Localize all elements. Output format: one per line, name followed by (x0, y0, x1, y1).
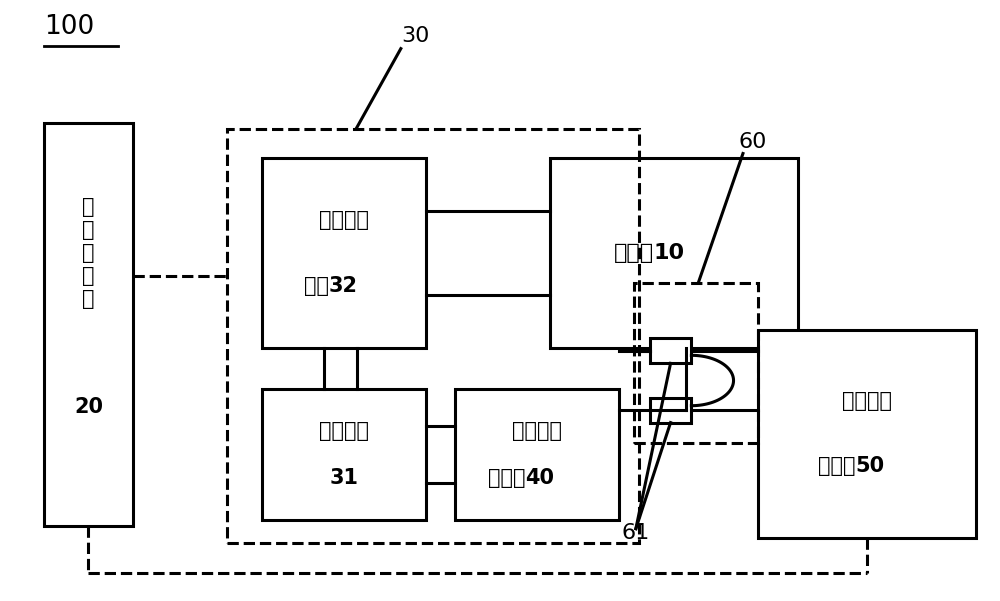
Text: 单元: 单元 (304, 276, 329, 296)
Text: 30: 30 (402, 26, 430, 46)
Text: 理系统: 理系统 (818, 456, 855, 477)
Text: 40: 40 (525, 468, 554, 488)
Text: 60: 60 (739, 132, 767, 152)
Bar (44, 123, 133, 526)
Bar (634, 282, 758, 443)
Text: 电压转换: 电压转换 (319, 210, 369, 231)
Text: 32: 32 (329, 276, 358, 296)
Text: 辅助热管: 辅助热管 (512, 421, 562, 441)
Bar (550, 158, 798, 348)
Text: 辅助电池: 辅助电池 (319, 421, 369, 441)
Bar (758, 330, 976, 537)
Text: 理系统: 理系统 (488, 468, 525, 488)
Bar (262, 158, 426, 348)
Text: 50: 50 (855, 456, 884, 477)
Text: 20: 20 (74, 397, 103, 417)
Bar (455, 389, 619, 520)
Text: 整
车
控
制
器: 整 车 控 制 器 (82, 197, 95, 310)
Text: 整车热管: 整车热管 (842, 391, 892, 411)
Text: 蓄电池: 蓄电池 (614, 243, 654, 263)
Text: 31: 31 (329, 468, 358, 488)
Bar (650, 398, 691, 423)
Text: 100: 100 (44, 14, 94, 40)
Bar (262, 389, 426, 520)
Bar (227, 129, 639, 543)
Bar (650, 338, 691, 364)
Text: 61: 61 (622, 523, 650, 543)
Text: 10: 10 (654, 243, 685, 263)
